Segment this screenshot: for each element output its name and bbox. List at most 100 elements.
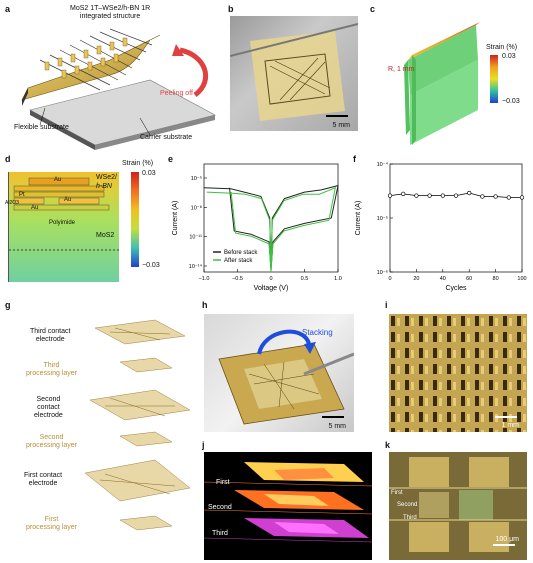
scale-label-h: 5 mm — [328, 423, 347, 430]
label-second-contact-2: contact — [37, 404, 60, 411]
legend-before: Before stack — [224, 250, 258, 256]
carrier-pointer — [139, 117, 151, 136]
f-xtick-label: 0 — [388, 276, 391, 282]
label-third-contact-1: Third contact — [30, 328, 71, 335]
label-third-contact: Third contact electrode — [30, 328, 70, 344]
layer-mos2: MoS2 — [96, 232, 115, 239]
stacking-photo-art — [218, 329, 354, 425]
layer-al2o3: Al2O3 — [5, 200, 19, 206]
e-ytick-label: 10⁻¹⁴ — [189, 263, 203, 270]
layer-au-top: Au — [54, 177, 62, 183]
micrograph-image: First Second Third 100 μm — [389, 452, 527, 560]
j-first-label: First — [216, 479, 230, 486]
flexible-substrate-label: Flexible substrate — [14, 124, 69, 131]
e-ylabel: Current (A) — [172, 201, 179, 236]
label-third-contact-2: electrode — [35, 336, 65, 343]
crossbar-pillars — [44, 37, 128, 79]
panel-d: d Au Pt Al2O3 Au Au Polyimide WSe2/ h-BN… — [0, 152, 165, 282]
first-contact-layer — [84, 459, 190, 502]
f-xtick-label: 40 — [440, 276, 446, 282]
f-xtick-label: 60 — [466, 276, 472, 282]
panel-j: j First Second Third — [200, 440, 380, 563]
carrier-substrate-side2 — [95, 115, 215, 150]
label-first-proc-2: processing layer — [26, 524, 77, 531]
layer-pt: Pt — [19, 192, 25, 198]
array-photo: 1 mm — [389, 314, 527, 432]
label-first-proc-1: First — [44, 516, 59, 523]
panel-c: c R, 1 mm Strain (%) 0.03 −0.03 — [368, 0, 533, 150]
layer-hbn: h-BN — [96, 183, 112, 190]
label-first-contact: First contact electrode — [24, 472, 62, 488]
panel-label-g: g — [5, 300, 11, 310]
scale-label-k: 100 μm — [495, 536, 520, 543]
panel-label-d: d — [5, 154, 11, 164]
label-second-proc: Second processing layer — [26, 434, 77, 450]
f-ytick-label: 10⁻⁴ — [377, 161, 389, 168]
fluorescence-image: First Second Third — [204, 452, 372, 560]
f-xtick-label: 100 — [517, 276, 526, 282]
label-first-contact-1: First contact — [24, 472, 63, 479]
first-processing-layer — [119, 515, 173, 531]
e-xtick-label: 0 — [269, 276, 272, 282]
label-second-contact-1: Second — [36, 396, 61, 403]
label-third-proc: Third processing layer — [26, 362, 77, 378]
e-xtick-label: 0.5 — [301, 276, 309, 282]
colorbar-d — [131, 172, 139, 267]
e-xtick-label: −0.5 — [232, 276, 243, 282]
endurance-point — [519, 195, 525, 200]
f-xtick-label: 20 — [413, 276, 419, 282]
j-second-label: Second — [208, 504, 232, 511]
label-second-proc-1: Second — [39, 434, 64, 441]
panel-a-title: MoS2 1T–WSe2/h-BN 1R integrated structur… — [70, 5, 150, 21]
panel-b: b 5 mm — [228, 0, 363, 150]
f-ylabel: Current (A) — [355, 201, 362, 236]
flexible-device-photo: 5 mm — [229, 16, 359, 131]
flexible-substrate-bottom — [22, 88, 28, 106]
label-third-proc-2: processing layer — [26, 370, 77, 377]
scale-bar-h — [322, 416, 344, 418]
endurance-point — [453, 193, 459, 198]
micrograph-image-art — [389, 457, 527, 552]
panel-label-e: e — [168, 154, 174, 164]
iv-chart: 10⁻¹⁴ 10⁻¹¹ 10⁻⁸ 10⁻⁵ −1.0 −0.5 0 0.5 1.0 Befor… — [172, 163, 342, 292]
third-processing-layer — [119, 357, 173, 373]
label-third-proc-1: Third — [43, 362, 60, 369]
panel-label-i: i — [385, 300, 388, 310]
label-second-proc-2: processing layer — [26, 442, 77, 449]
stacking-label: Stacking — [302, 328, 333, 337]
scale-bar-b — [326, 115, 348, 117]
fluorescence-image-art — [204, 462, 372, 543]
e-ytick-label: 10⁻⁸ — [191, 204, 202, 211]
strain-title-d: Strain (%) — [122, 160, 154, 167]
endurance-point — [414, 193, 419, 198]
panel-f: f 10⁻⁶ 10⁻⁵ 10⁻⁴ 0 20 40 60 80 100 Cycles Curre… — [350, 152, 533, 292]
colorbar-d-max: 0.03 — [142, 170, 156, 177]
f-ytick-label: 10⁻⁵ — [377, 215, 388, 222]
peel-arrow-head — [172, 44, 184, 56]
scale-bar-i — [495, 416, 517, 418]
second-processing-layer — [119, 431, 173, 447]
panel-g: g Third contact electrode Third processi… — [0, 298, 190, 563]
endurance-point — [480, 194, 485, 199]
panel-k: k First Second Third 100 μm — [385, 440, 533, 563]
carrier-substrate-side — [30, 110, 95, 150]
colorbar-c — [490, 55, 498, 103]
e-xlabel: Voltage (V) — [254, 285, 289, 292]
endurance-point — [506, 195, 511, 200]
carrier-substrate-label: Carrier substrate — [140, 134, 193, 141]
layer-wse2: WSe2/ — [96, 174, 118, 181]
radius-label: R, 1 mm — [388, 66, 415, 73]
panel-a-title-line2: integrated structure — [79, 13, 141, 20]
layer-exploded-view — [84, 319, 190, 531]
endurance-point — [427, 193, 432, 198]
endurance-point — [493, 194, 498, 199]
endurance-point — [401, 191, 406, 197]
bending-strain-simulation — [404, 22, 480, 145]
f-xtick-label: 80 — [493, 276, 499, 282]
array-photo-art — [389, 314, 527, 432]
f-xlabel: Cycles — [445, 285, 467, 292]
k-first-label: First — [391, 490, 403, 496]
layer-polyimide: Polyimide — [49, 220, 76, 226]
scale-bar-k — [493, 544, 515, 546]
second-contact-layer — [89, 389, 190, 421]
